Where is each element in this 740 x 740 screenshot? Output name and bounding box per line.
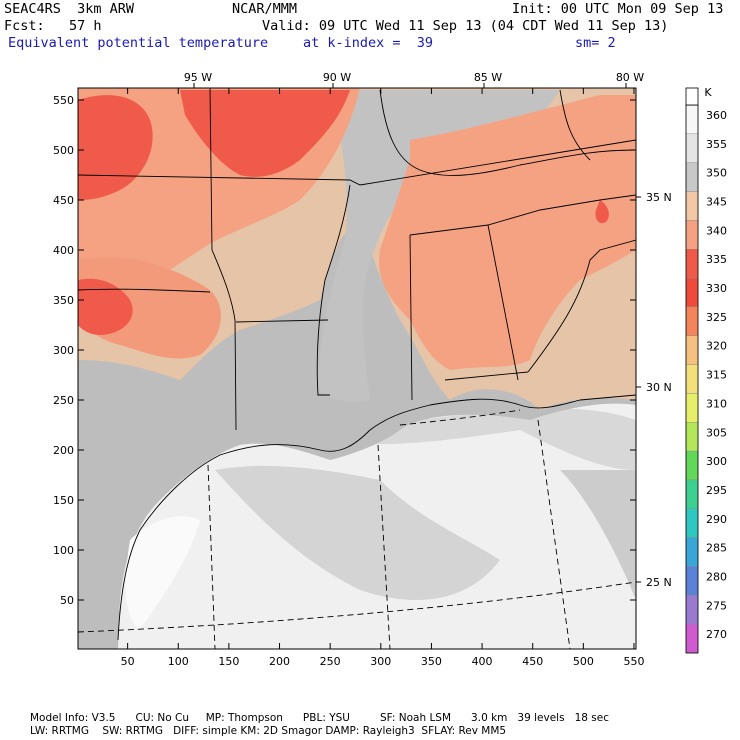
- map-frame: [77, 87, 637, 650]
- x-tick-label: 350: [421, 655, 442, 668]
- colorbar-top-cap: [685, 87, 699, 106]
- colorbar-level-label: 335: [706, 253, 727, 266]
- center-name: NCAR/MMM: [232, 1, 298, 17]
- colorbar-swatch: [685, 508, 699, 538]
- colorbar-swatch: [685, 595, 699, 625]
- y-tick-label: 550: [53, 94, 74, 107]
- x-tick-label: 550: [623, 655, 644, 668]
- colorbar-level-label: 300: [706, 455, 727, 468]
- colorbar-level-label: 285: [706, 542, 727, 555]
- colorbar-swatch: [685, 191, 699, 221]
- colorbar-swatch: [685, 220, 699, 250]
- colorbar-swatch: [685, 537, 699, 567]
- x-tick-label: 300: [370, 655, 391, 668]
- y-tick-label: 50: [60, 594, 74, 607]
- colorbar-swatch: [685, 623, 699, 654]
- x-tick-label: 250: [320, 655, 341, 668]
- colorbar-swatch: [685, 335, 699, 365]
- colorbar-level-label: 325: [706, 311, 727, 324]
- lon-label: 95 W: [184, 71, 212, 84]
- longitude-labels: 95 W 90 W 85 W 80 W: [184, 71, 644, 88]
- lat-label: 35 N: [646, 191, 672, 204]
- colorbar-level-label: 295: [706, 484, 727, 497]
- colorbar-level-label: 330: [706, 282, 727, 295]
- colorbar-level-label: 350: [706, 167, 727, 180]
- y-tick-label: 350: [53, 294, 74, 307]
- colorbar-level-label: 290: [706, 513, 727, 526]
- footer-model-info: Model Info: V3.5 CU: No Cu MP: Thompson …: [30, 712, 609, 724]
- y-axis: 50 100 150 200 250 300 350 400 450 500 550: [53, 94, 636, 607]
- boundary-lines: [78, 88, 636, 641]
- colorbar-swatch: [685, 393, 699, 423]
- y-tick-label: 150: [53, 494, 74, 507]
- colorbar-level-label: 305: [706, 426, 727, 439]
- x-tick-label: 500: [573, 655, 594, 668]
- model-name: SEAC4RS 3km ARW: [4, 1, 135, 17]
- colorbar: K 360 355 350 345 340 335 330 325 320 315 310 305 300…: [685, 86, 727, 654]
- colorbar-level-label: 310: [706, 397, 727, 410]
- y-tick-label: 200: [53, 444, 74, 457]
- footer-physics-info: LW: RRTMG SW: RRTMG DIFF: simple KM: 2D …: [30, 725, 507, 737]
- y-tick-label: 450: [53, 194, 74, 207]
- init-time: Init: 00 UTC Mon 09 Sep 13: [512, 1, 724, 17]
- colorbar-swatch: [685, 479, 699, 509]
- colorbar-level-label: 320: [706, 340, 727, 353]
- y-tick-label: 100: [53, 544, 74, 557]
- y-tick-label: 500: [53, 144, 74, 157]
- x-tick-label: 50: [121, 655, 135, 668]
- lon-label: 90 W: [323, 71, 351, 84]
- valid-time: Valid: 09 UTC Wed 11 Sep 13 (04 CDT Wed …: [262, 18, 669, 34]
- colorbar-swatch: [685, 364, 699, 394]
- smoothing-info: sm= 2: [575, 35, 616, 51]
- x-tick-label: 200: [269, 655, 290, 668]
- colorbar-swatch: [685, 566, 699, 596]
- colorbar-level-label: 280: [706, 570, 727, 583]
- lat-label: 25 N: [646, 576, 672, 589]
- theta-e-field: [78, 88, 636, 649]
- lat-label: 30 N: [646, 381, 672, 394]
- colorbar-level-label: 315: [706, 369, 727, 382]
- colorbar-swatch: [685, 450, 699, 481]
- forecast-hour: Fcst: 57 h: [4, 18, 102, 34]
- colorbar-level-label: 275: [706, 599, 727, 612]
- colorbar-swatch: [685, 306, 699, 336]
- y-tick-label: 250: [53, 394, 74, 407]
- field-name: Equivalent potential temperature: [8, 35, 269, 51]
- y-tick-label: 300: [53, 344, 74, 357]
- colorbar-level-label: 355: [706, 138, 727, 151]
- colorbar-level-label: 360: [706, 109, 727, 122]
- colorbar-swatch: [685, 249, 699, 279]
- colorbar-level-label: 345: [706, 196, 727, 209]
- lon-label: 80 W: [616, 71, 644, 84]
- latlon-grid: [78, 409, 636, 649]
- x-tick-label: 100: [168, 655, 189, 668]
- colorbar-swatch: [685, 422, 699, 452]
- colorbar-swatch: [685, 133, 699, 163]
- x-tick-label: 400: [472, 655, 493, 668]
- colorbar-level-label: 270: [706, 628, 727, 641]
- colorbar-level-label: 340: [706, 224, 727, 237]
- latitude-labels: 35 N 30 N 25 N: [636, 191, 672, 589]
- x-tick-label: 150: [218, 655, 239, 668]
- y-tick-label: 400: [53, 244, 74, 257]
- colorbar-unit: K: [704, 86, 712, 99]
- colorbar-swatch: [685, 277, 699, 308]
- x-tick-label: 450: [522, 655, 543, 668]
- lon-label: 85 W: [474, 71, 502, 84]
- level-info: at k-index = 39: [303, 35, 434, 51]
- x-axis: 50 100 150 200 250 300 350 400 450 500 550: [121, 88, 644, 668]
- colorbar-swatch: [685, 162, 699, 192]
- colorbar-swatch: [685, 104, 699, 135]
